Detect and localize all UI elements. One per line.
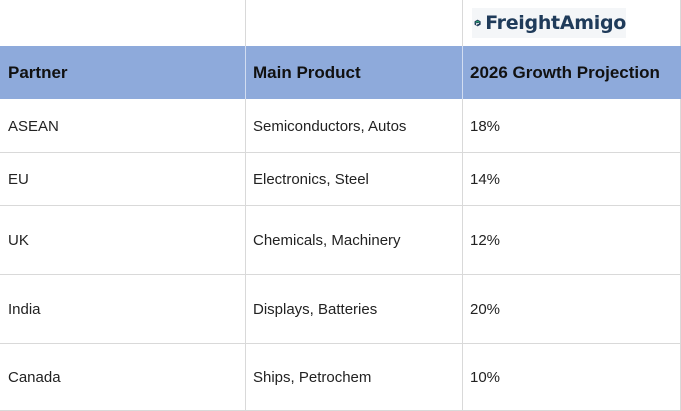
cell-partner: India — [8, 300, 41, 318]
table-row: India Displays, Batteries 20% — [0, 275, 681, 344]
cell-growth: 12% — [470, 231, 501, 249]
cell-partner: EU — [8, 170, 29, 188]
cell-growth: 20% — [470, 300, 501, 318]
cell-main-product: Ships, Petrochem — [253, 368, 372, 386]
logo-text: FreightAmigo — [485, 12, 626, 34]
table-row: UK Chemicals, Machinery 12% — [0, 206, 681, 275]
logo-row: FreightAmigo — [0, 0, 681, 46]
cell-growth: 14% — [470, 170, 501, 188]
cell-partner: ASEAN — [8, 117, 59, 135]
cell-main-product: Chemicals, Machinery — [253, 231, 401, 249]
header-main-product: Main Product — [253, 62, 361, 82]
freightamigo-logo-icon — [474, 19, 481, 27]
cell-main-product: Semiconductors, Autos — [253, 117, 407, 135]
table-row: Canada Ships, Petrochem 10% — [0, 344, 681, 411]
table-row: ASEAN Semiconductors, Autos 18% — [0, 100, 681, 153]
header-divider — [462, 46, 463, 99]
cell-partner: UK — [8, 231, 29, 249]
cell-partner: Canada — [8, 368, 61, 386]
cell-growth: 18% — [470, 117, 501, 135]
header-partner: Partner — [8, 62, 68, 82]
table-row: EU Electronics, Steel 14% — [0, 153, 681, 206]
header-growth-projection: 2026 Growth Projection — [470, 62, 660, 82]
table-header-row: Partner Main Product 2026 Growth Project… — [0, 46, 681, 99]
freightamigo-logo: FreightAmigo — [472, 8, 626, 38]
cell-main-product: Electronics, Steel — [253, 170, 369, 188]
header-divider — [245, 46, 246, 99]
cell-growth: 10% — [470, 368, 501, 386]
cell-main-product: Displays, Batteries — [253, 300, 378, 318]
